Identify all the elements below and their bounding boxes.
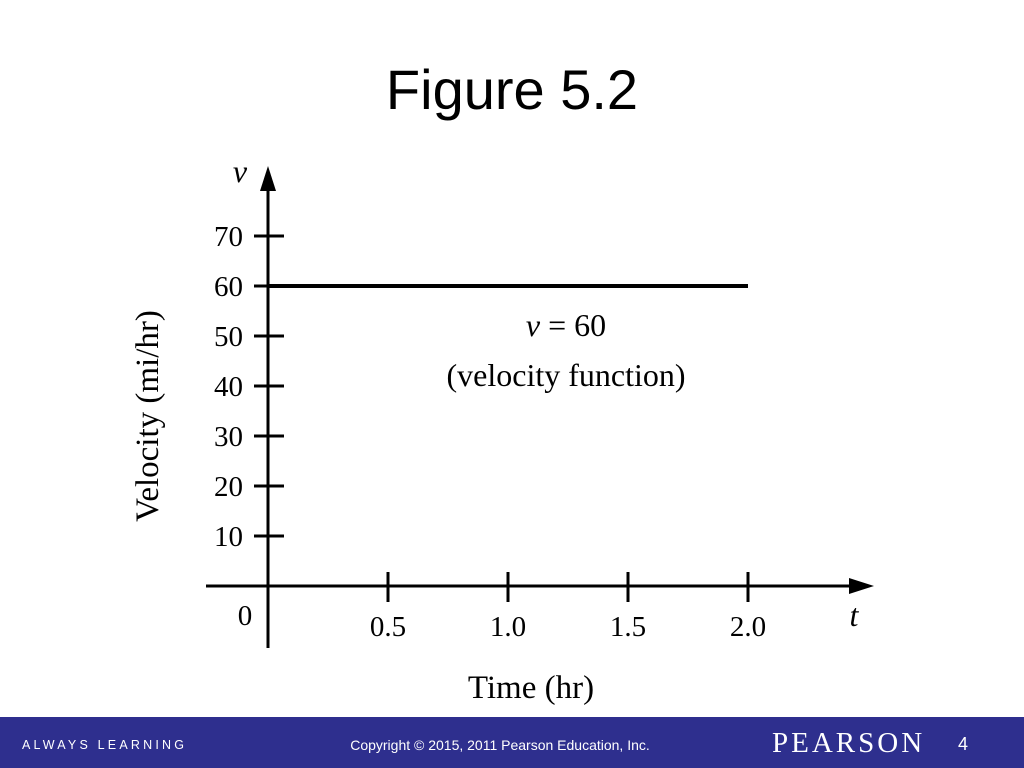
x-tick-label: 1.5 [610, 611, 646, 643]
axes [206, 166, 874, 648]
x-tick-label: 2.0 [730, 611, 766, 643]
x-tick-label: 0.5 [370, 611, 406, 643]
footer-tagline: ALWAYS LEARNING [22, 738, 188, 752]
annotation-equation: v = 60 [526, 307, 606, 343]
footer-copyright: Copyright © 2015, 2011 Pearson Education… [350, 737, 650, 753]
x-tick-label: 1.0 [490, 611, 526, 643]
annotation-caption: (velocity function) [446, 357, 685, 393]
slide-title: Figure 5.2 [385, 58, 639, 121]
page-number: 4 [958, 734, 969, 754]
y-axis-title: Velocity (mi/hr) [130, 310, 166, 522]
origin-label: 0 [238, 600, 253, 632]
y-axis-arrowhead [260, 166, 276, 191]
ticks: 10 20 30 40 50 60 70 0.5 1.0 1.5 2.0 [214, 221, 766, 643]
y-tick-label: 50 [214, 321, 243, 353]
y-tick-label: 10 [214, 521, 243, 553]
y-tick-label: 70 [214, 221, 243, 253]
x-axis-title: Time (hr) [468, 670, 594, 706]
y-tick-label: 40 [214, 371, 243, 403]
y-axis-symbol: v [233, 153, 248, 189]
velocity-chart: 10 20 30 40 50 60 70 0.5 1.0 1.5 2.0 v t 0 Time (h… [130, 153, 874, 706]
x-axis-symbol: t [850, 597, 860, 633]
y-tick-label: 60 [214, 271, 243, 303]
publisher-logo: PEARSON [772, 727, 926, 759]
x-axis-arrowhead [849, 578, 874, 594]
y-tick-label: 30 [214, 421, 243, 453]
footer-bar: ALWAYS LEARNING Copyright © 2015, 2011 P… [0, 717, 1024, 768]
y-tick-label: 20 [214, 471, 243, 503]
